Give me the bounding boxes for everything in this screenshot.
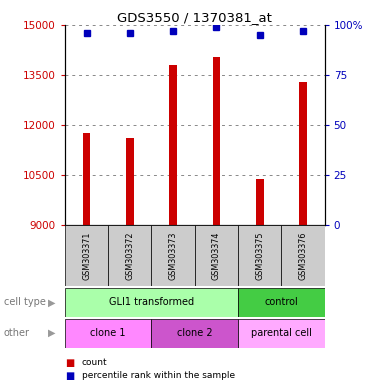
Bar	[213, 56, 220, 225]
Bar	[65, 225, 108, 286]
Bar	[195, 225, 238, 286]
Text: ▶: ▶	[48, 297, 56, 308]
Text: clone 1: clone 1	[91, 328, 126, 338]
Bar	[108, 225, 151, 286]
Text: ■: ■	[65, 371, 74, 381]
Title: GDS3550 / 1370381_at: GDS3550 / 1370381_at	[117, 11, 272, 24]
Text: GSM303371: GSM303371	[82, 231, 91, 280]
Text: cell type: cell type	[4, 297, 46, 308]
Text: other: other	[4, 328, 30, 338]
Bar	[299, 81, 307, 225]
Text: control: control	[265, 297, 298, 308]
Text: count: count	[82, 358, 107, 367]
Text: GSM303373: GSM303373	[169, 231, 178, 280]
Bar	[238, 288, 325, 317]
Bar	[65, 288, 238, 317]
Text: ■: ■	[65, 358, 74, 368]
Text: parental cell: parental cell	[251, 328, 312, 338]
Bar	[151, 319, 238, 348]
Bar	[83, 133, 91, 225]
Text: clone 2: clone 2	[177, 328, 213, 338]
Text: GSM303372: GSM303372	[125, 231, 134, 280]
Text: GSM303376: GSM303376	[299, 231, 308, 280]
Bar	[126, 138, 134, 225]
Text: GLI1 transformed: GLI1 transformed	[109, 297, 194, 308]
Text: percentile rank within the sample: percentile rank within the sample	[82, 371, 235, 380]
Text: ▶: ▶	[48, 328, 56, 338]
Bar	[238, 225, 281, 286]
Text: GSM303375: GSM303375	[255, 231, 264, 280]
Bar	[151, 225, 195, 286]
Bar	[238, 319, 325, 348]
Bar	[169, 65, 177, 225]
Bar	[281, 225, 325, 286]
Bar	[256, 179, 263, 225]
Text: GSM303374: GSM303374	[212, 231, 221, 280]
Bar	[65, 319, 151, 348]
